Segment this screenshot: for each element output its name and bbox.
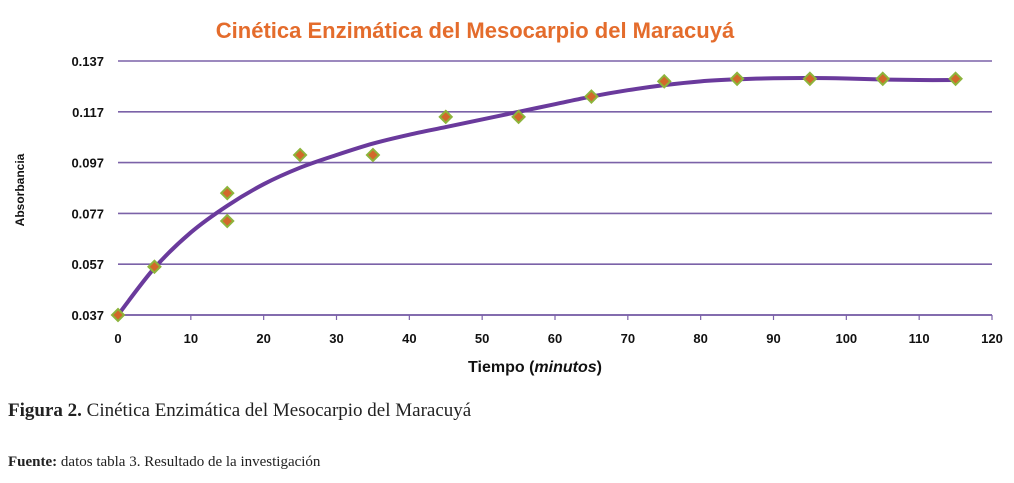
trendline xyxy=(116,76,958,317)
x-tick-label: 80 xyxy=(693,331,707,346)
y-axis-label: Absorbancia xyxy=(13,153,27,226)
trendline-layer xyxy=(116,76,958,317)
data-point-diamond xyxy=(875,71,891,87)
x-tick-label: 70 xyxy=(621,331,635,346)
source-caption: Fuente: datos tabla 3. Resultado de la i… xyxy=(8,454,320,471)
data-point-diamond xyxy=(729,71,745,87)
x-axis-label: Tiempo (minutos) xyxy=(468,359,602,376)
data-point-diamond xyxy=(110,307,126,323)
y-tick-label: 0.097 xyxy=(71,156,104,171)
x-axis-label-end: ) xyxy=(597,359,602,376)
data-point-diamond xyxy=(438,109,454,125)
x-axis-label-italic: minutos xyxy=(534,359,596,376)
x-tick-label: 50 xyxy=(475,331,489,346)
x-tick-label: 10 xyxy=(184,331,198,346)
figure-caption: Figura 2. Cinética Enzimática del Mesoca… xyxy=(8,400,471,422)
x-tick-label: 40 xyxy=(402,331,416,346)
x-tick-label: 20 xyxy=(256,331,270,346)
enzyme-kinetics-chart: Cinética Enzimática del Mesocarpio del M… xyxy=(13,18,1003,376)
data-point-diamond xyxy=(511,109,526,125)
x-tick-label: 100 xyxy=(835,331,857,346)
data-point-diamond xyxy=(948,71,963,87)
x-axis-label-main: Tiempo ( xyxy=(468,359,535,376)
y-tick-label: 0.077 xyxy=(71,206,104,221)
figure-caption-text: Cinética Enzimática del Mesocarpio del M… xyxy=(81,400,472,421)
x-tick-label: 110 xyxy=(909,331,930,346)
data-point-diamond xyxy=(802,71,818,87)
data-point-diamond xyxy=(656,73,672,89)
chart-title: Cinética Enzimática del Mesocarpio del M… xyxy=(216,18,735,43)
y-tick-label: 0.037 xyxy=(71,308,104,323)
x-tick-label: 120 xyxy=(981,331,1003,346)
x-tick-label: 0 xyxy=(114,331,121,346)
y-tick-label: 0.057 xyxy=(71,257,104,272)
data-points xyxy=(110,71,963,323)
data-point-diamond xyxy=(365,147,381,163)
y-tick-label: 0.117 xyxy=(72,105,104,120)
x-tick-label: 60 xyxy=(548,331,562,346)
data-point-diamond xyxy=(219,185,235,201)
y-axis-ticks: 0.037 0.057 0.077 0.097 0.117 0.137 xyxy=(71,54,104,323)
data-point-diamond xyxy=(292,147,308,163)
x-axis-ticks: 0 10 20 30 40 50 60 70 80 90 100 110 120 xyxy=(114,331,1002,346)
source-caption-label: Fuente: xyxy=(8,454,58,470)
y-tick-label: 0.137 xyxy=(71,54,104,69)
data-point-diamond xyxy=(584,89,599,104)
x-tick-label: 30 xyxy=(329,331,343,346)
chart-gridlines xyxy=(117,60,993,320)
figure-caption-label: Figura 2. xyxy=(8,400,82,421)
x-tick-label: 90 xyxy=(766,331,780,346)
source-caption-text: datos tabla 3. Resultado de la investiga… xyxy=(57,454,321,470)
data-point-diamond xyxy=(147,259,162,275)
data-point-diamond xyxy=(219,213,235,229)
